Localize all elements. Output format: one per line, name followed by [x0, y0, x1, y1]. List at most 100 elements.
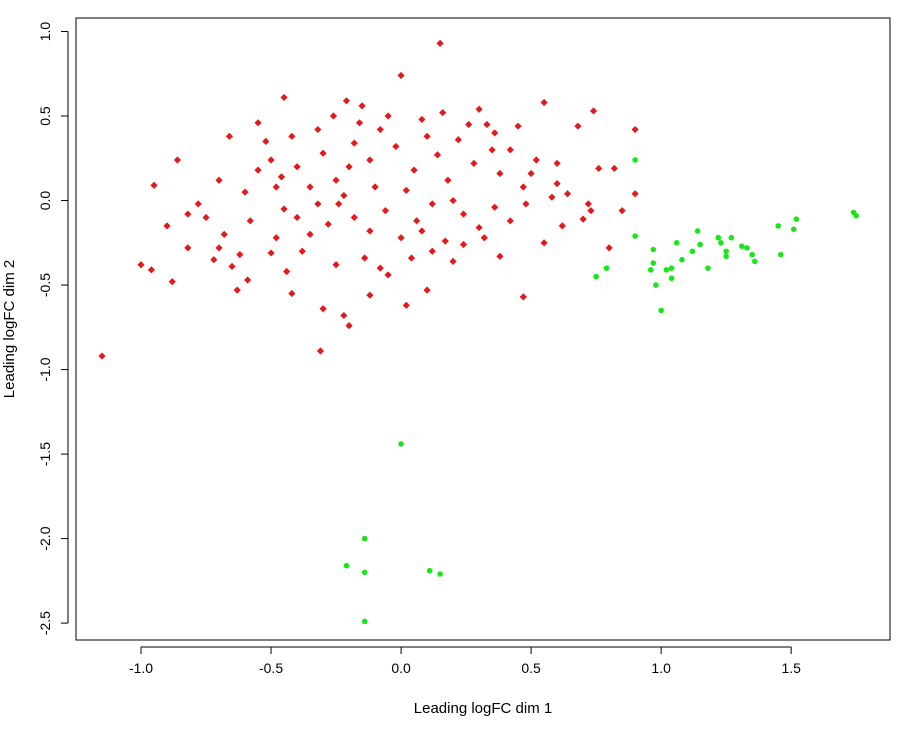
data-point-series-1: [228, 262, 236, 271]
data-point-series-1: [340, 311, 348, 320]
data-point-series-1: [340, 191, 348, 200]
data-point-series-1: [220, 230, 228, 238]
data-point-series-2: [647, 267, 654, 273]
y-tick-label: -1.0: [37, 357, 53, 381]
data-point-series-1: [506, 146, 514, 154]
data-point-series-1: [314, 125, 322, 134]
data-point-series-1: [358, 102, 366, 110]
data-point-series-1: [194, 200, 202, 208]
data-point-series-1: [241, 188, 249, 196]
data-point-series-1: [254, 119, 262, 127]
data-point-series-2: [738, 243, 745, 249]
data-point-series-1: [272, 234, 280, 242]
data-point-series-1: [610, 164, 618, 173]
data-point-series-1: [444, 176, 452, 184]
data-point-series-1: [410, 166, 418, 174]
data-point-series-2: [603, 265, 610, 271]
data-point-series-1: [454, 136, 462, 144]
data-point-series-1: [480, 234, 488, 242]
data-point-series-1: [98, 352, 106, 360]
data-point-series-1: [267, 249, 275, 257]
data-point-series-2: [728, 234, 735, 241]
data-point-series-2: [663, 267, 670, 273]
x-tick-label: 1.0: [651, 660, 671, 676]
data-point-series-1: [355, 119, 364, 127]
data-point-series-1: [553, 180, 561, 188]
data-point-series-2: [361, 618, 368, 625]
data-point-series-1: [605, 244, 613, 252]
data-point-series-2: [793, 216, 800, 222]
data-point-series-2: [593, 273, 599, 280]
y-tick-label: -1.5: [37, 442, 53, 466]
data-point-series-1: [319, 305, 327, 313]
x-tick-label: 0.0: [391, 660, 411, 676]
data-point-series-1: [342, 97, 351, 105]
data-point-series-1: [423, 132, 431, 140]
data-point-series-1: [433, 151, 442, 159]
data-point-series-1: [335, 200, 343, 208]
data-point-series-1: [215, 176, 223, 184]
data-point-series-1: [298, 247, 306, 255]
data-point-series-1: [376, 264, 384, 272]
data-point-series-1: [465, 120, 473, 129]
data-point-series-1: [306, 183, 314, 191]
data-point-series-1: [553, 159, 561, 167]
data-point-series-1: [173, 156, 182, 164]
y-axis-title: Leading logFC dim 2: [1, 260, 18, 398]
data-point-series-2: [679, 256, 685, 263]
data-point-series-1: [496, 169, 504, 178]
data-point-series-1: [522, 200, 530, 208]
data-point-series-1: [418, 227, 426, 235]
data-point-series-2: [653, 282, 659, 288]
data-point-series-1: [288, 132, 296, 140]
plot-frame: [75, 17, 891, 641]
data-point-series-1: [366, 227, 374, 235]
data-point-series-1: [397, 234, 405, 242]
x-tick-label: 0.5: [521, 660, 541, 676]
data-point-series-2: [361, 569, 368, 576]
data-point-series-2: [715, 234, 722, 241]
data-point-series-2: [343, 562, 350, 569]
data-point-series-2: [650, 260, 657, 266]
data-point-series-1: [366, 291, 374, 299]
data-point-series-1: [329, 112, 338, 120]
data-point-series-2: [673, 239, 680, 246]
data-point-series-1: [496, 252, 504, 260]
data-point-series-1: [210, 256, 218, 264]
y-tick-label: 1.0: [37, 22, 53, 42]
data-point-series-1: [428, 247, 436, 255]
data-point-series-1: [244, 276, 252, 284]
data-point-series-1: [381, 207, 390, 215]
data-point-series-1: [288, 289, 296, 298]
data-point-series-1: [491, 129, 499, 137]
data-point-series-2: [790, 226, 797, 233]
data-point-series-2: [777, 251, 784, 258]
x-tick-label: -1.0: [129, 660, 153, 676]
data-point-series-1: [540, 98, 548, 107]
data-point-series-2: [668, 275, 675, 282]
data-point-series-2: [437, 571, 443, 577]
data-point-series-1: [147, 266, 156, 274]
data-point-series-1: [283, 267, 291, 276]
data-point-series-2: [694, 228, 701, 234]
data-point-series-1: [215, 244, 223, 252]
data-point-series-2: [689, 248, 696, 255]
data-point-series-1: [428, 200, 436, 208]
x-axis-title: Leading logFC dim 1: [414, 700, 552, 717]
data-point-series-2: [853, 212, 859, 219]
data-point-series-1: [595, 164, 603, 173]
points-layer: [98, 39, 859, 625]
data-point-series-1: [246, 217, 254, 225]
data-point-series-1: [519, 293, 527, 301]
data-point-series-2: [398, 441, 404, 447]
data-point-series-1: [423, 286, 431, 294]
data-point-series-1: [413, 217, 421, 225]
data-point-series-2: [775, 223, 781, 229]
data-point-series-1: [631, 125, 639, 134]
data-point-series-1: [584, 200, 592, 208]
data-point-series-1: [407, 254, 416, 262]
data-point-series-1: [459, 210, 468, 218]
y-tick-label: -2.5: [37, 611, 53, 635]
data-point-series-1: [150, 181, 158, 189]
